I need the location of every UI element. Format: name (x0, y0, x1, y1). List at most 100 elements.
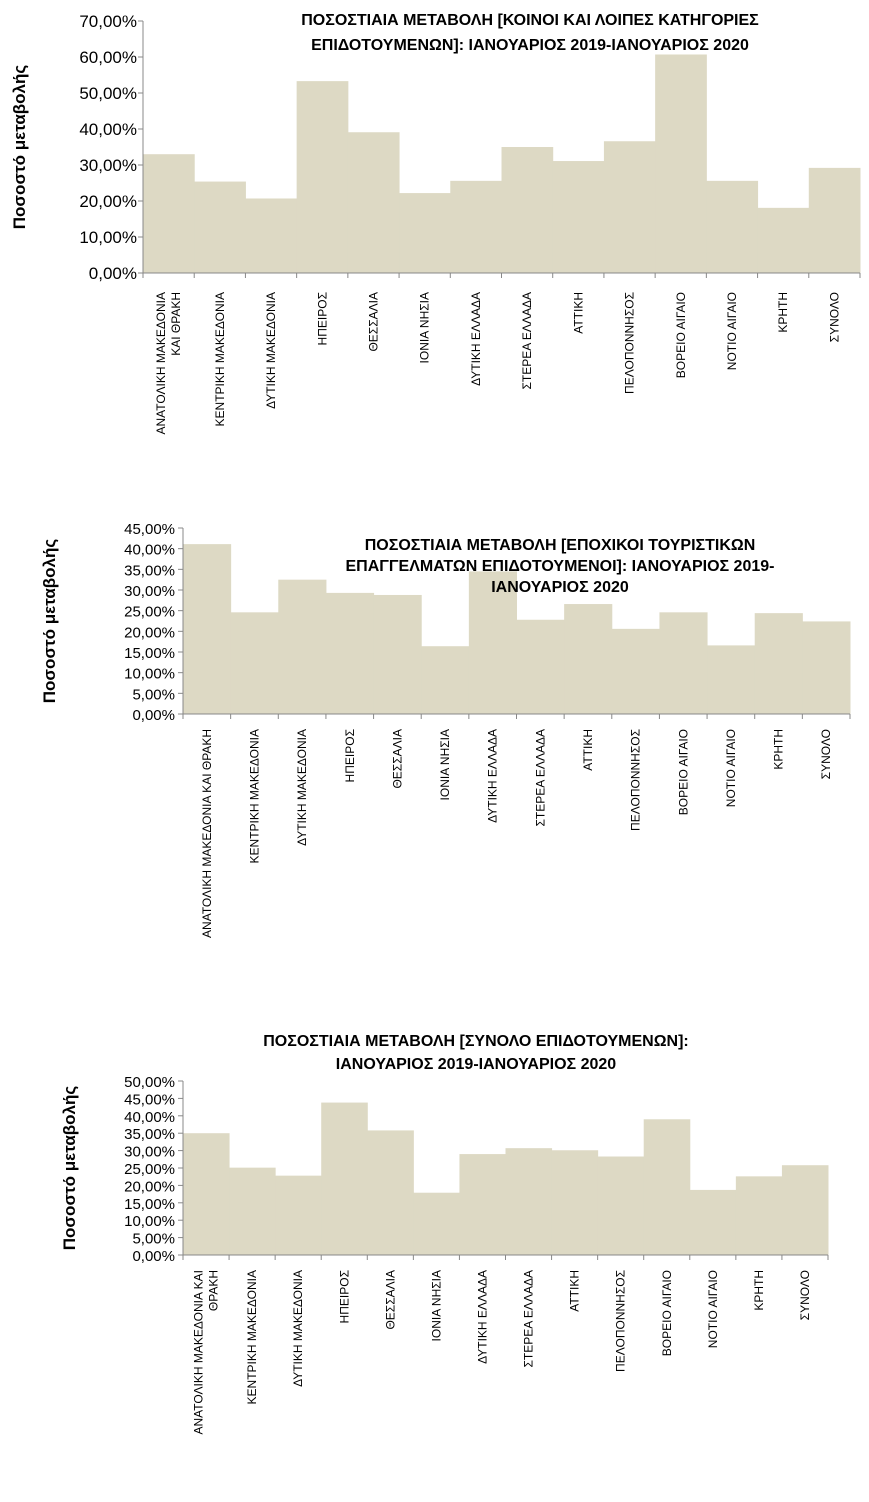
bar-11 (655, 54, 707, 273)
category-label-line: ΣΥΝΟΛΟ (798, 1270, 812, 1320)
bar-6 (399, 193, 451, 273)
category-label-line: ΣΤΕΡΕΑ ΕΛΛΑΔΑ (522, 1270, 536, 1368)
category-label-line: ΚΕΝΤΡΙΚΗ ΜΑΚΕΔΟΝΙΑ (213, 292, 227, 426)
bar-5 (367, 1130, 414, 1255)
category-label: ΣΤΕΡΕΑ ΕΛΛΑΔΑ (522, 1270, 536, 1368)
category-label: ΒΟΡΕΙΟ ΑΙΓΑΙΟ (660, 1270, 674, 1356)
y-tick-label: 5,00% (132, 686, 175, 703)
y-tick-label: 20,00% (124, 624, 175, 641)
chart-title-line: ΕΠΙΔΟΤΟΥΜΕΝΩΝ]: ΙΑΝΟΥΑΡΙΟΣ 2019-ΙΑΝΟΥΑΡΙ… (311, 37, 749, 54)
category-label: ΠΕΛΟΠΟΝΝΗΣΟΣ (614, 1270, 628, 1372)
bar-6 (421, 646, 469, 714)
bar-5 (374, 595, 422, 714)
category-label-line: ΘΡΑΚΗ (207, 1270, 221, 1311)
bar-14 (809, 168, 861, 273)
category-label: ΙΟΝΙΑ ΝΗΣΙΑ (438, 729, 452, 800)
y-axis-label: Ποσοστό μεταβολής (60, 1086, 79, 1251)
category-label: ΑΝΑΤΟΛΙΚΗ ΜΑΚΕΔΟΝΙΑ ΚΑΙ ΘΡΑΚΗ (192, 1270, 221, 1435)
category-label-line: ΗΠΕΙΡΟΣ (315, 292, 329, 345)
y-tick-label: 30,00% (124, 583, 175, 600)
bar-3 (278, 580, 326, 714)
category-label: ΗΠΕΙΡΟΣ (315, 292, 329, 345)
y-tick-label: 35,00% (124, 562, 175, 579)
category-label: ΚΕΝΤΡΙΚΗ ΜΑΚΕΔΟΝΙΑ (245, 1270, 259, 1404)
category-label: ΠΕΛΟΠΟΝΝΗΣΟΣ (629, 729, 643, 831)
category-label-line: ΘΕΣΣΑΛΙΑ (366, 292, 380, 352)
category-label: ΔΥΤΙΚΗ ΜΑΚΕΔΟΝΙΑ (264, 292, 278, 409)
bar-9 (553, 161, 605, 273)
bar-2 (194, 182, 246, 273)
category-label: ΘΕΣΣΑΛΙΑ (366, 292, 380, 352)
bar-1 (183, 544, 231, 714)
category-label: ΣΥΝΟΛΟ (798, 1270, 812, 1320)
category-label: ΒΟΡΕΙΟ ΑΙΓΑΙΟ (674, 292, 688, 378)
category-label: ΑΝΑΤΟΛΙΚΗ ΜΑΚΕΔΟΝΙΑ ΚΑΙ ΘΡΑΚΗ (200, 729, 214, 938)
category-label-line: ΒΟΡΕΙΟ ΑΙΓΑΙΟ (660, 1270, 674, 1356)
category-label: ΔΥΤΙΚΗ ΕΛΛΑΔΑ (469, 292, 483, 386)
y-tick-label: 50,00% (79, 84, 137, 103)
category-label-line: ΑΤΤΙΚΗ (571, 292, 585, 334)
category-label-line: ΔΥΤΙΚΗ ΕΛΛΑΔΑ (486, 729, 500, 823)
category-label-line: ΣΤΕΡΕΑ ΕΛΛΑΔΑ (520, 292, 534, 390)
category-label-line: ΘΕΣΣΑΛΙΑ (390, 729, 404, 789)
category-label-line: ΔΥΤΙΚΗ ΜΑΚΕΔΟΝΙΑ (264, 292, 278, 409)
bar-14 (782, 1165, 829, 1255)
y-tick-label: 0,00% (132, 1248, 175, 1265)
category-label-line: ΣΥΝΟΛΟ (827, 292, 841, 342)
bar-2 (231, 612, 279, 714)
category-label-line: ΑΝΑΤΟΛΙΚΗ ΜΑΚΕΔΟΝΙΑ ΚΑΙ (192, 1270, 206, 1435)
y-tick-label: 20,00% (79, 192, 137, 211)
bar-10 (598, 1157, 645, 1255)
y-tick-label: 10,00% (79, 228, 137, 247)
y-tick-label: 45,00% (124, 1091, 175, 1108)
bar-10 (612, 629, 660, 714)
y-tick-label: 25,00% (124, 604, 175, 621)
category-label: ΗΠΕΙΡΟΣ (343, 729, 357, 782)
y-tick-label: 10,00% (124, 666, 175, 683)
category-label-line: ΗΠΕΙΡΟΣ (337, 1270, 351, 1323)
category-label-line: ΠΕΛΟΠΟΝΝΗΣΟΣ (629, 729, 643, 831)
y-tick-label: 50,00% (124, 1074, 175, 1091)
category-label: ΔΥΤΙΚΗ ΕΛΛΑΔΑ (486, 729, 500, 823)
bar-11 (644, 1119, 691, 1255)
category-label: ΗΠΕΙΡΟΣ (337, 1270, 351, 1323)
bar-12 (707, 645, 755, 714)
chart-title-line: ΠΟΣΟΣΤΙΑΙΑ ΜΕΤΑΒΟΛΗ [ΣΥΝΟΛΟ ΕΠΙΔΟΤΟΥΜΕΝΩ… (263, 1033, 689, 1050)
category-label: ΙΟΝΙΑ ΝΗΣΙΑ (429, 1270, 443, 1341)
category-label-line: ΔΥΤΙΚΗ ΜΑΚΕΔΟΝΙΑ (295, 729, 309, 846)
chart-title-line: ΠΟΣΟΣΤΙΑΙΑ ΜΕΤΑΒΟΛΗ [ΕΠΟΧΙΚΟΙ ΤΟΥΡΙΣΤΙΚΩ… (365, 537, 756, 554)
category-label: ΣΥΝΟΛΟ (819, 729, 833, 779)
category-label-line: ΠΕΛΟΠΟΝΝΗΣΟΣ (614, 1270, 628, 1372)
category-label: ΒΟΡΕΙΟ ΑΙΓΑΙΟ (676, 729, 690, 815)
bar-6 (413, 1193, 460, 1255)
category-label: ΣΤΕΡΕΑ ΕΛΛΑΔΑ (520, 292, 534, 390)
y-tick-label: 15,00% (124, 645, 175, 662)
chart-title-line: ΙΑΝΟΥΑΡΙΟΣ 2020 (491, 579, 629, 596)
category-label: ΑΝΑΤΟΛΙΚΗ ΜΑΚΕΔΟΝΙΑ ΚΑΙ ΘΡΑΚΗ (154, 292, 183, 434)
chart-title-line: ΙΑΝΟΥΑΡΙΟΣ 2019-ΙΑΝΟΥΑΡΙΟΣ 2020 (336, 1056, 616, 1073)
category-label-line: ΚΡΗΤΗ (776, 292, 790, 333)
category-label: ΣΥΝΟΛΟ (827, 292, 841, 342)
y-tick-label: 30,00% (124, 1144, 175, 1161)
y-tick-label: 60,00% (79, 48, 137, 67)
bar-3 (275, 1176, 322, 1255)
category-label-line: ΣΥΝΟΛΟ (819, 729, 833, 779)
chart-regular-categories: 0,00% 10,00% 20,00% 30,00% 40,00% 50,00% 60,00… (0, 0, 869, 500)
bar-14 (802, 621, 850, 714)
bar-5 (348, 132, 400, 273)
bar-8 (517, 620, 565, 714)
y-tick-label: 0,00% (89, 264, 137, 283)
bar-13 (755, 613, 803, 714)
category-label-line: ΑΝΑΤΟΛΙΚΗ ΜΑΚΕΔΟΝΙΑ ΚΑΙ ΘΡΑΚΗ (200, 729, 214, 938)
chart-title-line: ΠΟΣΟΣΤΙΑΙΑ ΜΕΤΑΒΟΛΗ [ΚΟΙΝΟΙ ΚΑΙ ΛΟΙΠΕΣ Κ… (301, 12, 759, 29)
y-tick-label: 45,00% (124, 521, 175, 538)
category-label-line: ΔΥΤΙΚΗ ΕΛΛΑΔΑ (475, 1270, 489, 1364)
bar-10 (604, 141, 656, 273)
bar-12 (690, 1190, 737, 1255)
bar-7 (450, 181, 502, 273)
bar-2 (229, 1168, 276, 1255)
category-label: ΚΕΝΤΡΙΚΗ ΜΑΚΕΔΟΝΙΑ (247, 729, 261, 863)
category-label: ΝΟΤΙΟ ΑΙΓΑΙΟ (724, 729, 738, 807)
category-label-line: ΔΥΤΙΚΗ ΜΑΚΕΔΟΝΙΑ (291, 1270, 305, 1387)
